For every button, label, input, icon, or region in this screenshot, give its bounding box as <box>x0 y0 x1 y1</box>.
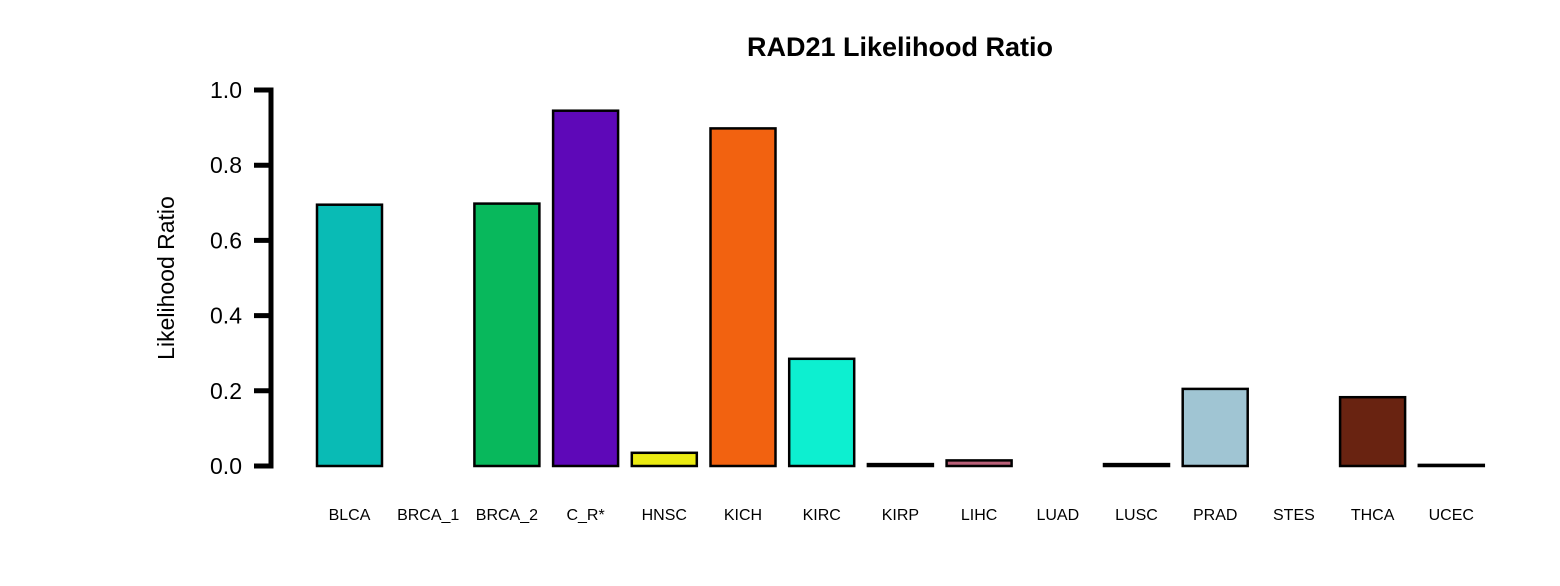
y-tick-label: 0.6 <box>210 227 242 253</box>
bar-kirc <box>787 357 856 468</box>
bar-blca <box>315 203 384 468</box>
bar-kirp <box>866 462 935 468</box>
bar-kich <box>709 127 777 468</box>
y-axis: 0.0 0.2 0.4 0.6 0.8 1.0 <box>210 77 274 479</box>
y-tick-label: 1.0 <box>210 77 242 103</box>
chart-title: RAD21 Likelihood Ratio <box>747 32 1053 62</box>
bars <box>315 109 1486 468</box>
x-tick-label: KICH <box>724 507 762 524</box>
x-tick-label: STES <box>1273 507 1315 524</box>
bar-thca <box>1338 395 1407 468</box>
x-tick-label: LUAD <box>1036 507 1079 524</box>
bar-c-r <box>551 109 620 468</box>
x-tick-label: KIRP <box>882 507 919 524</box>
bar-lihc <box>945 459 1013 468</box>
bar-ucec <box>1417 463 1486 468</box>
bar-prad <box>1181 387 1249 468</box>
bar-lusc <box>1102 462 1171 468</box>
x-tick-label: BLCA <box>329 507 371 524</box>
y-tick-label: 0.0 <box>210 453 242 479</box>
y-tick-label: 0.8 <box>210 152 242 178</box>
x-tick-label: THCA <box>1351 507 1395 524</box>
x-tick-label: BRCA_1 <box>397 507 459 524</box>
x-tick-label: KIRC <box>803 507 841 524</box>
bar-hnsc <box>630 451 699 468</box>
x-tick-label: BRCA_2 <box>476 507 538 524</box>
x-tick-label: HNSC <box>642 507 687 524</box>
x-tick-label: PRAD <box>1193 507 1237 524</box>
bar-brca-2 <box>473 202 541 468</box>
y-tick-label: 0.2 <box>210 378 242 404</box>
x-tick-label: LIHC <box>961 507 997 524</box>
y-axis-label: Likelihood Ratio <box>153 196 179 360</box>
y-tick-label: 0.4 <box>210 303 242 329</box>
x-tick-label: UCEC <box>1429 507 1474 524</box>
x-tick-label: C_R* <box>566 507 604 524</box>
x-tick-labels: BLCA BRCA_1 BRCA_2 C_R* HNSC KICH KIRC KIRP LIHC… <box>329 507 1474 524</box>
x-tick-label: LUSC <box>1115 507 1158 524</box>
